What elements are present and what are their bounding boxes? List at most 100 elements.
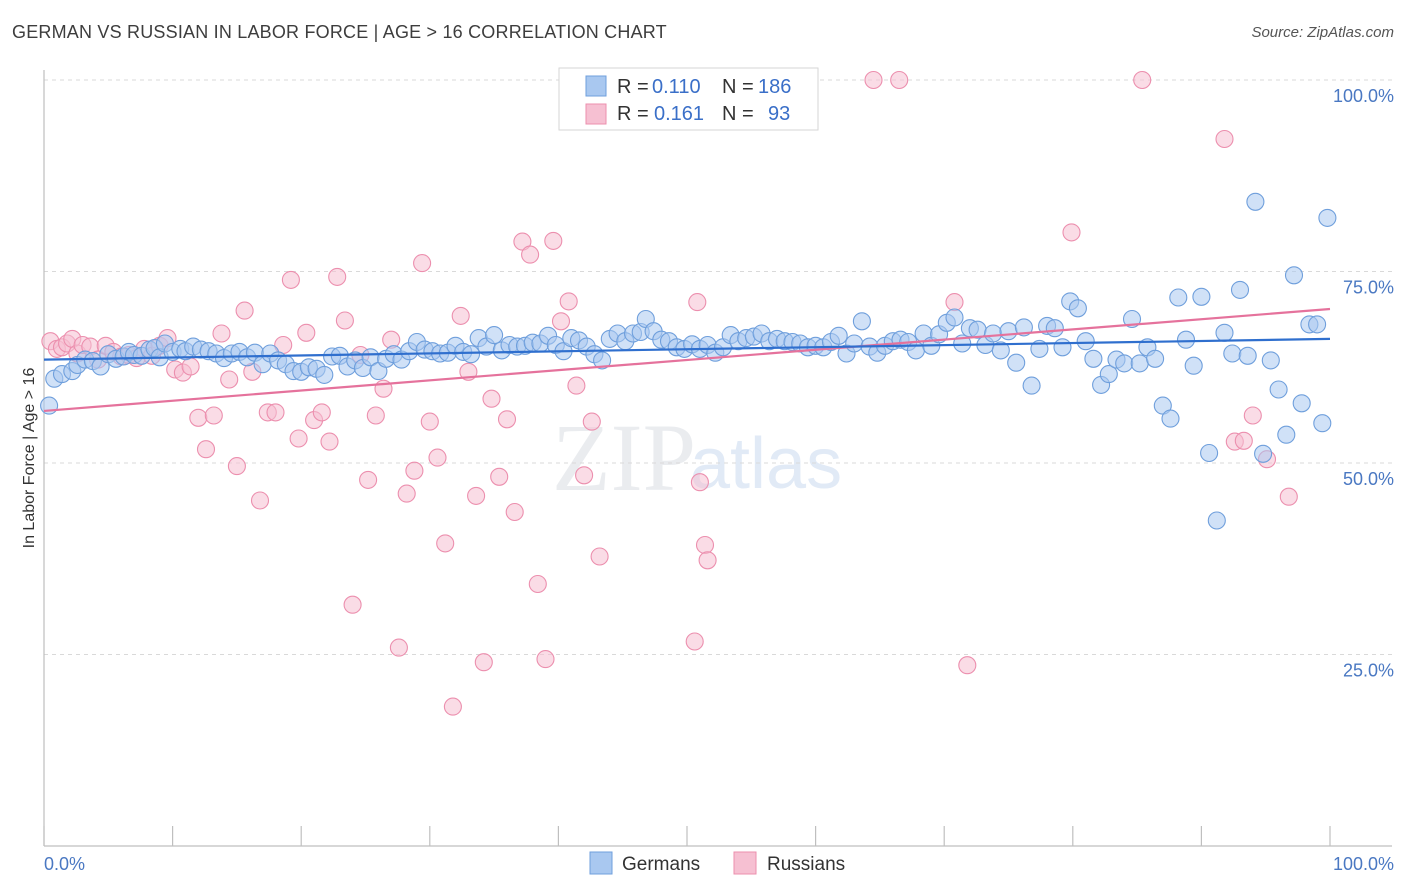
germans-point: [984, 324, 1003, 343]
russians-point: [490, 467, 509, 486]
germans-point: [1146, 349, 1165, 368]
russians-point: [685, 632, 704, 651]
russians-point: [544, 231, 563, 250]
russians-point: [443, 697, 462, 716]
germans-point: [1308, 315, 1327, 334]
germans-point: [1068, 299, 1087, 318]
russians-point: [397, 484, 416, 503]
bottom-legend-russians-label: Russians: [767, 854, 845, 875]
russians-point: [405, 461, 424, 480]
legend-russians-r-value: 0.161: [654, 103, 704, 125]
russians-point: [181, 357, 200, 376]
russians-point: [467, 486, 486, 505]
russians-point: [359, 470, 378, 489]
legend-russians-n-value: 93: [768, 103, 790, 125]
legend-russians-swatch: [585, 103, 607, 125]
germans-point: [945, 308, 964, 327]
russians-point: [335, 311, 354, 330]
germans-point: [1223, 344, 1242, 363]
germans-point: [1207, 511, 1226, 530]
germans-point: [1318, 208, 1337, 227]
russians-point: [1243, 406, 1262, 425]
russians-point: [451, 306, 470, 325]
source-label: Source: ZipAtlas.com: [1251, 24, 1394, 41]
germans-point: [852, 312, 871, 331]
russians-point: [551, 312, 571, 331]
germans-point: [1200, 443, 1219, 463]
x-tick-left: 0.0%: [44, 854, 85, 874]
germans-point: [485, 326, 504, 345]
russians-point: [189, 408, 208, 427]
russians-point: [297, 323, 316, 342]
y-tick-label: 75.0%: [1343, 278, 1394, 298]
russians-point: [505, 502, 524, 522]
y-axis-label: In Labor Force | Age > 16: [21, 368, 38, 549]
germans-point: [1122, 309, 1142, 329]
russians-point: [1234, 431, 1253, 450]
legend-germans-r-label: R =: [617, 76, 649, 98]
russians-point: [1133, 70, 1152, 90]
germans-point: [1184, 356, 1203, 375]
russians-points: [41, 70, 1298, 716]
russians-point: [482, 389, 501, 408]
germans-point: [1099, 365, 1118, 384]
russians-point: [436, 534, 455, 553]
germans-point: [1176, 330, 1196, 349]
russians-point: [320, 432, 339, 451]
bottom-legend-russians-swatch: [733, 851, 757, 875]
russians-point: [698, 551, 717, 570]
russians-point: [204, 406, 223, 425]
y-tick-label: 50.0%: [1343, 469, 1394, 489]
germans-point: [1053, 338, 1072, 357]
legend-germans-swatch: [585, 75, 607, 97]
germans-point: [1215, 323, 1234, 342]
germans-point: [1261, 351, 1280, 370]
russians-point: [413, 254, 432, 273]
russians-point: [220, 370, 239, 389]
germans-point: [1246, 192, 1265, 211]
russians-point: [281, 270, 300, 289]
russians-point: [289, 429, 308, 448]
russians-point: [864, 70, 883, 90]
russians-point: [695, 535, 715, 555]
germans-point: [593, 351, 612, 370]
russians-point: [366, 406, 385, 425]
germans-point: [1169, 288, 1188, 307]
germans-point: [1238, 346, 1257, 365]
russians-point: [567, 376, 586, 395]
y-tick-labels: 100.0% 75.0% 50.0% 25.0%: [1333, 86, 1394, 681]
russians-point: [227, 457, 246, 476]
russians-point: [521, 245, 540, 264]
x-axis-ticks: [43, 826, 1331, 846]
russians-point: [890, 70, 909, 90]
russians-point: [196, 440, 216, 459]
trend-lines: [43, 307, 1331, 413]
germans-point: [1192, 287, 1211, 306]
x-tick-right: 100.0%: [1333, 854, 1394, 874]
russians-point: [235, 301, 254, 320]
chart-title: GERMAN VS RUSSIAN IN LABOR FORCE | AGE >…: [12, 22, 667, 42]
germans-trend-line: [43, 337, 1331, 361]
germans-point: [991, 341, 1010, 360]
russians-point: [1215, 129, 1234, 149]
russians-point: [428, 448, 447, 467]
germans-point: [1292, 394, 1311, 413]
legend-russians-r-label: R =: [617, 103, 649, 125]
bottom-legend-germans-label: Germans: [622, 854, 700, 875]
russians-point: [266, 403, 285, 422]
russians-point: [474, 653, 493, 672]
russians-point: [582, 412, 601, 431]
germans-point: [1161, 409, 1180, 428]
germans-point: [999, 322, 1018, 341]
russians-point: [690, 473, 709, 492]
germans-point: [1130, 354, 1149, 373]
russians-point: [1279, 487, 1298, 506]
y-tick-label: 100.0%: [1333, 86, 1394, 106]
russians-point: [343, 595, 362, 614]
y-tick-label: 25.0%: [1343, 661, 1394, 681]
russians-point: [420, 412, 439, 431]
germans-point: [1014, 318, 1033, 337]
legend-russians-n-label: N =: [722, 103, 754, 125]
germans-point: [1022, 376, 1041, 395]
